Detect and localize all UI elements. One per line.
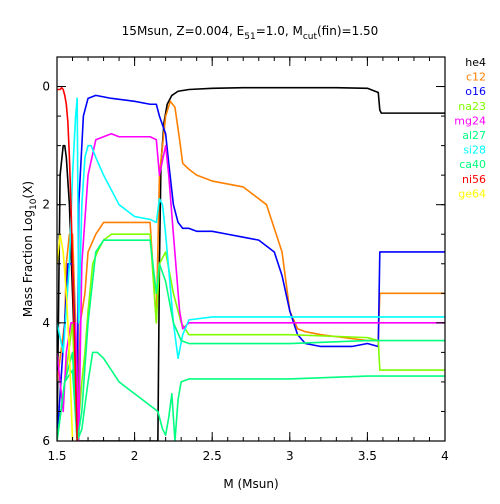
series-line-c12	[57, 100, 445, 441]
chart-title-suffix: (fin)=1.50	[317, 24, 378, 38]
y-tick-label: 6	[42, 434, 50, 448]
series-line-ge64	[57, 233, 74, 441]
x-axis-title: M (Msun)	[223, 477, 278, 491]
legend-label-si28: si28	[463, 144, 486, 157]
ticks-group: 1.5 2 2.5 3 3.5 4 0 2 4 6	[42, 56, 449, 463]
legend-label-na23: na23	[458, 100, 486, 113]
legend-label-ca40: ca40	[459, 158, 486, 171]
x-tick-label: 2	[131, 449, 139, 463]
plot-frame	[56, 56, 446, 442]
chart-title-mid: =1.0, M	[256, 24, 303, 38]
y-axis-title-suffix: (X)	[21, 181, 35, 199]
x-tick-label: 4	[441, 449, 449, 463]
legend-label-he4: he4	[465, 56, 486, 69]
chart-title-m-sub: cut	[303, 32, 318, 42]
y-axis-title-sub: 10	[29, 198, 39, 210]
y-axis-title-prefix: Mass Fraction Log	[21, 210, 35, 317]
legend-label-ni56: ni56	[462, 173, 486, 186]
series-line-si28	[57, 97, 445, 360]
series-group	[57, 86, 445, 441]
legend-label-c12: c12	[466, 71, 486, 84]
chart-title-prefix: 15Msun, Z=0.004, E	[122, 24, 245, 38]
x-tick-label: 3	[286, 449, 294, 463]
x-tick-label: 2.5	[203, 449, 222, 463]
series-line-na23	[57, 233, 445, 441]
legend-label-ge64: ge64	[458, 187, 486, 200]
y-tick-label: 0	[42, 80, 50, 94]
y-axis-title: Mass Fraction Log10(X)	[21, 181, 39, 317]
y-tick-label: 4	[42, 316, 50, 330]
chart-title-e-sub: 51	[244, 32, 255, 42]
x-tick-label: 3.5	[358, 449, 377, 463]
series-line-mg24	[57, 133, 445, 441]
x-tick-label: 1.5	[47, 449, 66, 463]
legend-label-o16: o16	[465, 85, 486, 98]
legend-label-mg24: mg24	[454, 114, 486, 127]
legend-label-al27: al27	[462, 129, 486, 142]
series-line-ca40	[57, 239, 445, 441]
y-tick-label: 2	[42, 198, 50, 212]
series-line-he4	[57, 86, 445, 441]
chart-title: 15Msun, Z=0.004, E51=1.0, Mcut(fin)=1.50	[122, 24, 379, 42]
series-line-al27	[57, 351, 445, 441]
series-line-ni56	[57, 86, 78, 441]
series-line-o16	[57, 94, 445, 441]
